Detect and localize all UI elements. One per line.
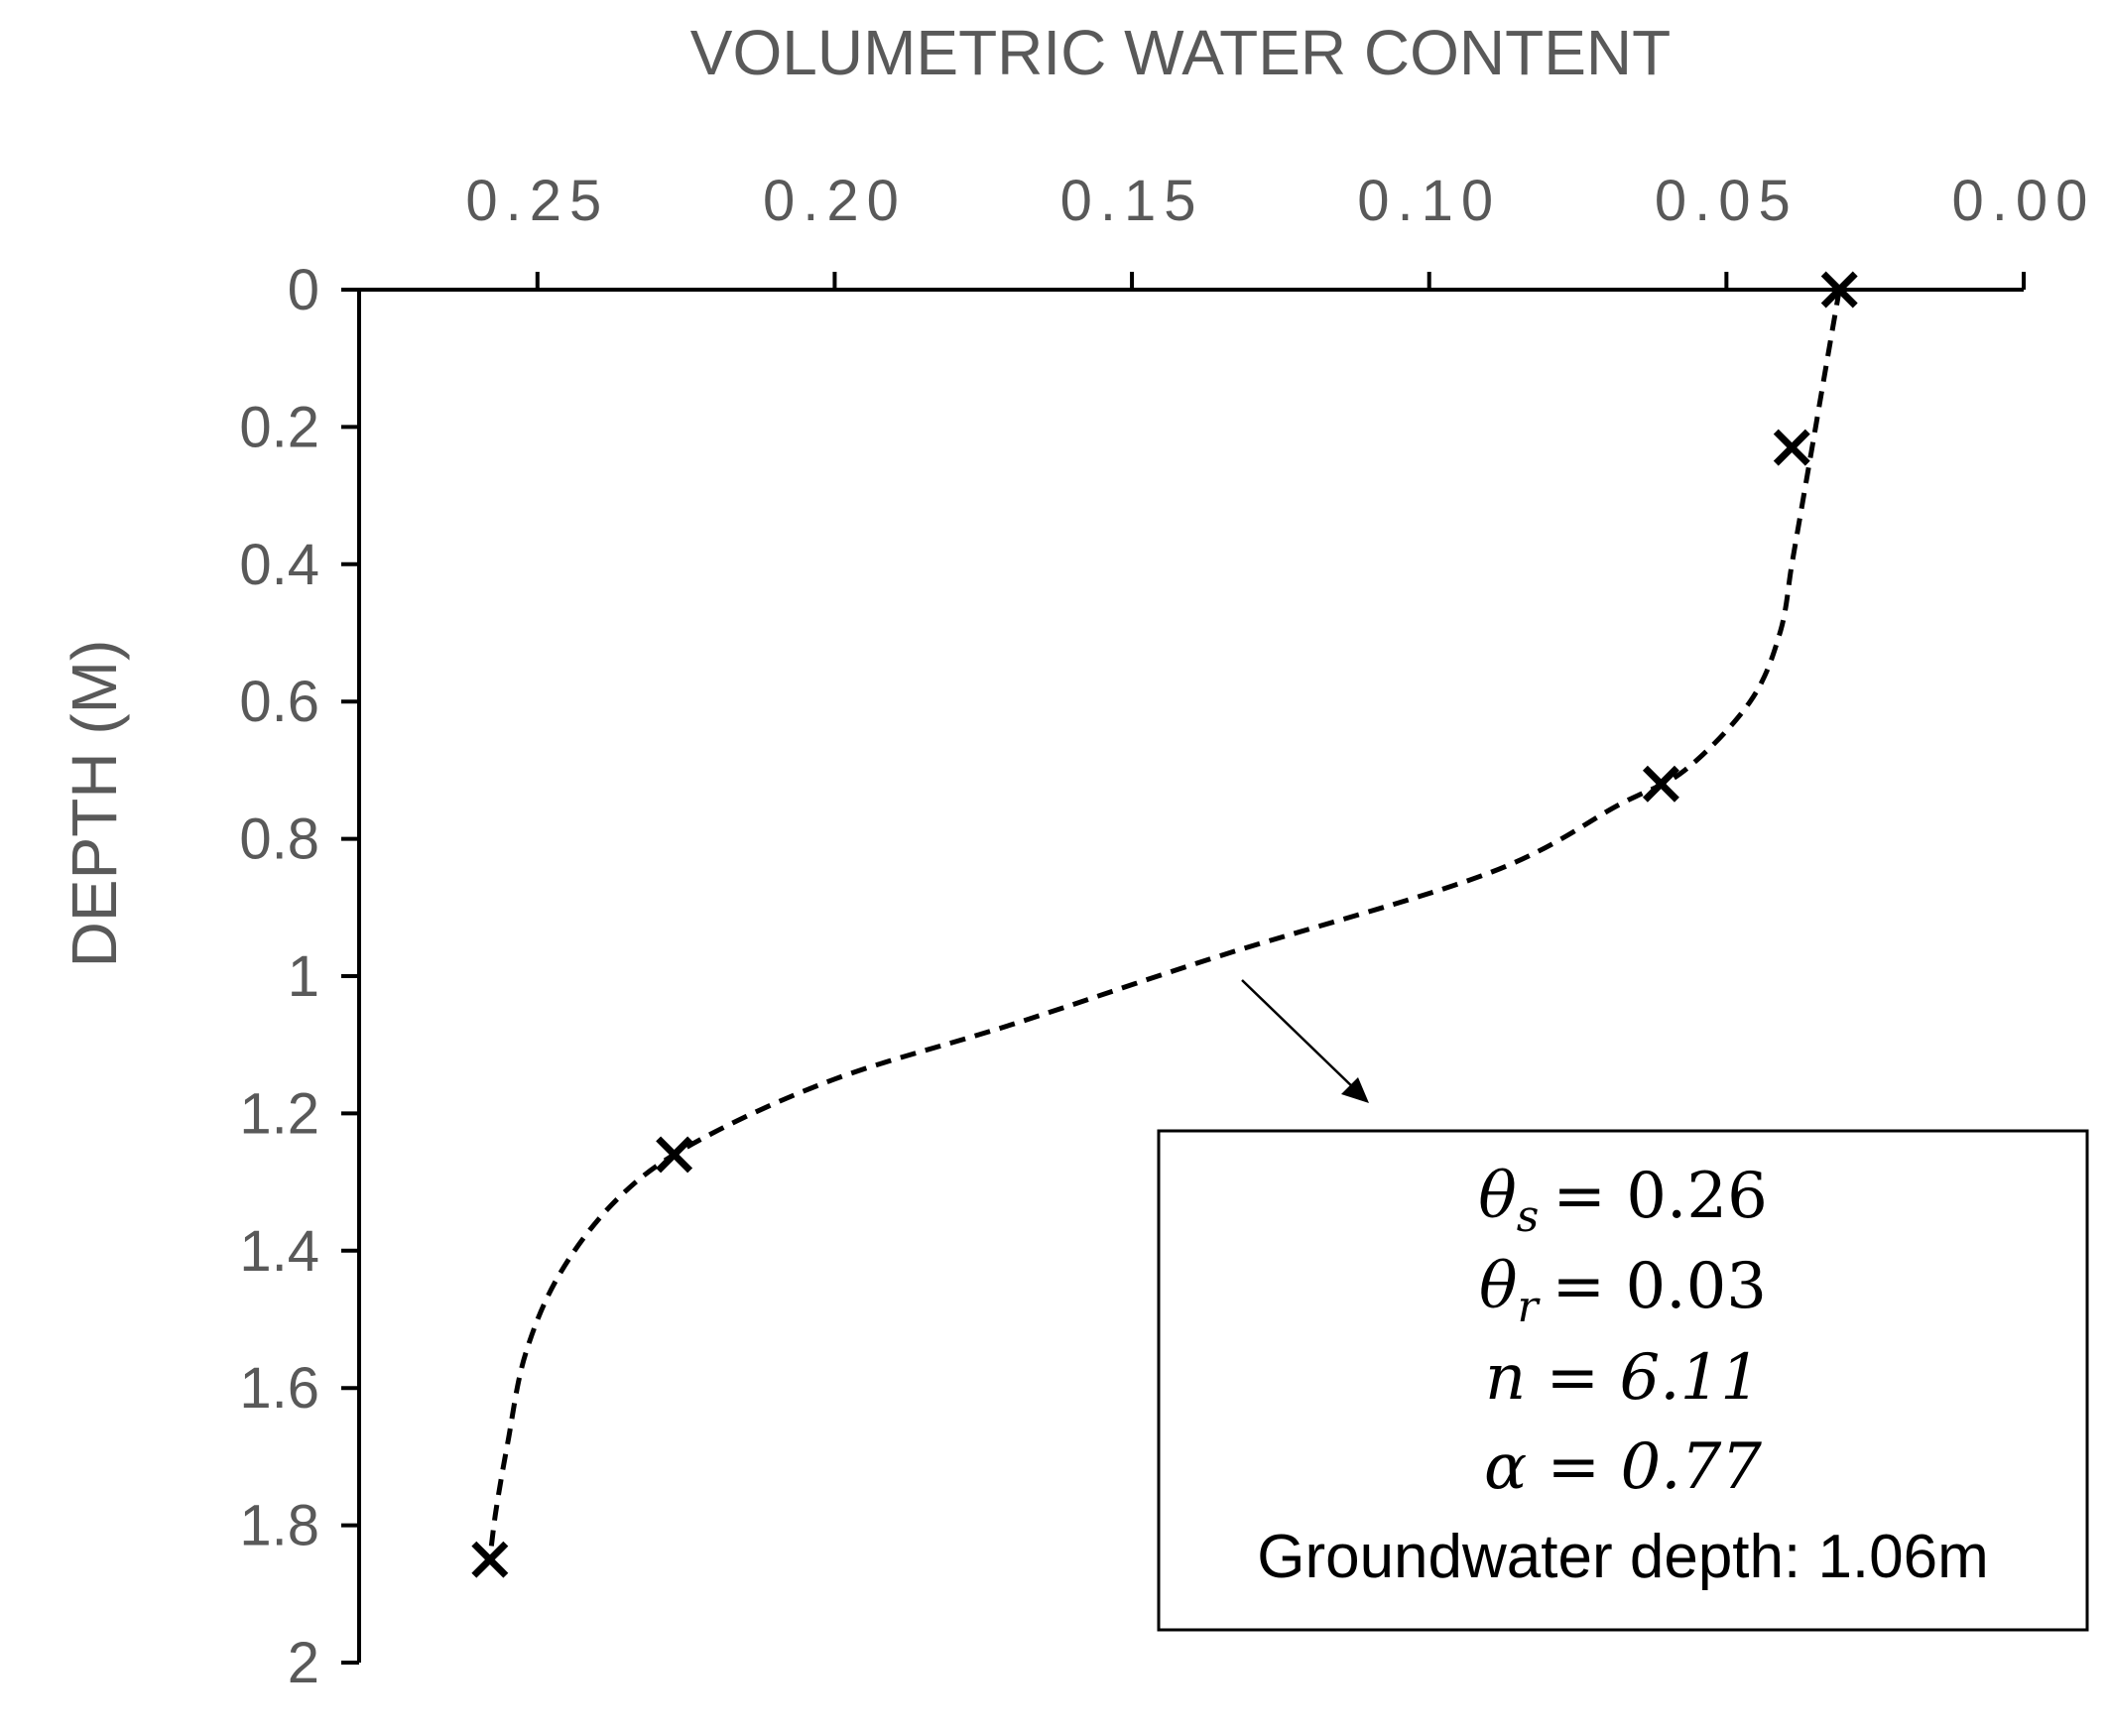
fitted-curve-line <box>487 289 1842 1560</box>
theta-r-symbol: θ <box>1479 1250 1518 1323</box>
theta-r-line: θr = 0.03 <box>1479 1250 1767 1332</box>
annotation-arrow <box>1241 979 1369 1103</box>
y-tick-label: 0 <box>288 258 319 322</box>
annotation-arrow-line <box>1241 979 1358 1092</box>
marker-stroke <box>656 1136 693 1174</box>
x-tick-label: 0.25 <box>465 169 609 233</box>
y-tick-label: 2 <box>288 1631 319 1695</box>
theta-r-subscript: r <box>1518 1282 1542 1332</box>
theta-s-symbol: θ <box>1478 1160 1517 1233</box>
x-tick-label: 0.05 <box>1655 169 1799 233</box>
x-tick-label: 0.00 <box>1952 169 2096 233</box>
data-point-marker <box>1642 765 1679 803</box>
theta-r-value: = 0.03 <box>1552 1250 1767 1323</box>
alpha-line: α = 0.77 <box>1484 1430 1762 1504</box>
theta-s-value: = 0.26 <box>1552 1160 1767 1233</box>
marker-stroke <box>1820 271 1858 309</box>
data-markers <box>471 271 1858 1578</box>
y-tick-label: 1.8 <box>239 1494 319 1558</box>
annotation-arrow-head <box>1341 1077 1369 1103</box>
annotation-box-frame <box>1157 1129 2089 1632</box>
y-tick-label: 1.6 <box>239 1356 319 1421</box>
marker-stroke <box>1642 765 1679 803</box>
theta-s-line: θs = 0.26 <box>1478 1160 1768 1242</box>
data-point-marker <box>471 1541 509 1578</box>
x-axis-ticks: 0.25 0.20 0.15 0.10 0.05 0.00 <box>465 169 2096 290</box>
y-tick-label: 1 <box>288 944 319 1009</box>
n-line: n = 6.11 <box>1485 1341 1761 1415</box>
theta-s-subscript: s <box>1517 1191 1540 1242</box>
y-axis-ticks: 0 0.2 0.4 0.6 0.8 1 1.2 1.4 1.6 1.8 2 <box>239 258 359 1695</box>
y-tick-label: 0.4 <box>239 533 319 597</box>
marker-stroke <box>471 1541 509 1578</box>
data-point-marker <box>1820 271 1858 309</box>
x-tick-label: 0.15 <box>1060 169 1204 233</box>
y-tick-label: 0.8 <box>239 807 319 872</box>
x-axis-title: VOLUMETRIC WATER CONTENT <box>690 17 1671 88</box>
groundwater-depth-line: Groundwater depth: 1.06m <box>1257 1523 1989 1591</box>
y-tick-label: 1.2 <box>239 1081 319 1146</box>
y-axis-title: DEPTH (M) <box>59 640 130 968</box>
y-tick-label: 0.2 <box>239 395 319 459</box>
marker-stroke <box>1773 429 1810 466</box>
x-tick-label: 0.10 <box>1357 169 1501 233</box>
x-tick-label: 0.20 <box>763 169 907 233</box>
annotation-box: θs = 0.26 θr = 0.03 n = 6.11 α = 0.77 Grou… <box>1157 1129 2089 1632</box>
data-point-marker <box>656 1136 693 1174</box>
y-tick-label: 1.4 <box>239 1219 319 1284</box>
y-tick-label: 0.6 <box>239 670 319 734</box>
data-point-marker <box>1773 429 1810 466</box>
